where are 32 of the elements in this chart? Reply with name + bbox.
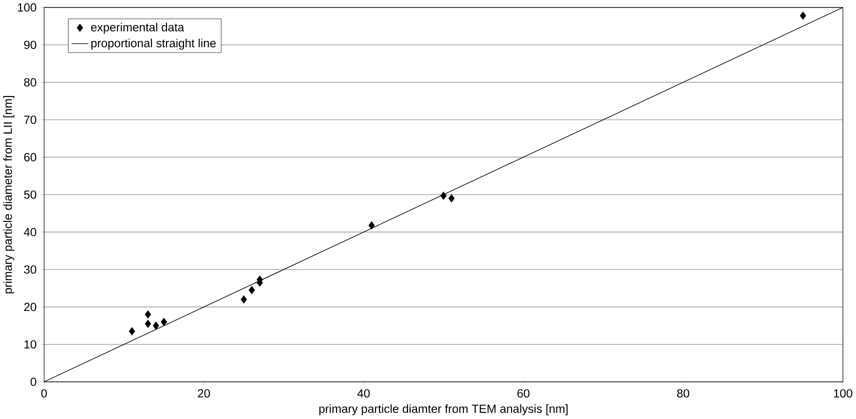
- y-tick-label: 100: [18, 4, 36, 12]
- x-tick-label: 60: [517, 389, 530, 398]
- x-tick-label: 100: [834, 389, 852, 398]
- point: [152, 322, 160, 330]
- point: [440, 192, 447, 200]
- point: [240, 296, 247, 304]
- point: [144, 310, 152, 319]
- y-tick-label: 30: [24, 266, 36, 274]
- x-axis-title: primary particle diamter from TEM analysis [nm]: [319, 404, 568, 416]
- y-tick-label: 60: [24, 153, 36, 162]
- y-tick-label: 80: [24, 78, 36, 87]
- legend-label: proportional straight line: [91, 38, 216, 50]
- legend-label: experimental data: [91, 23, 184, 34]
- y-tick-label: 0: [30, 378, 36, 386]
- point: [248, 286, 255, 294]
- point: [448, 194, 455, 203]
- point: [800, 12, 806, 20]
- y-tick-label: 40: [24, 228, 36, 236]
- point: [368, 221, 375, 230]
- x-tick-label: 20: [198, 389, 210, 398]
- point: [144, 320, 152, 328]
- y-tick-label: 20: [24, 303, 36, 312]
- x-tick-label: 80: [677, 389, 690, 398]
- y-tick-label: 90: [24, 40, 36, 50]
- point: [128, 327, 136, 336]
- y-axis-title: primary particle diameter from LII [nm]: [3, 96, 14, 294]
- x-tick-label: 40: [357, 389, 370, 398]
- x-tick-label: 0: [41, 389, 47, 398]
- point: [160, 318, 168, 326]
- y-tick-label: 10: [24, 340, 36, 349]
- y-tick-label: 50: [24, 190, 36, 200]
- y-tick-label: 70: [24, 116, 36, 124]
